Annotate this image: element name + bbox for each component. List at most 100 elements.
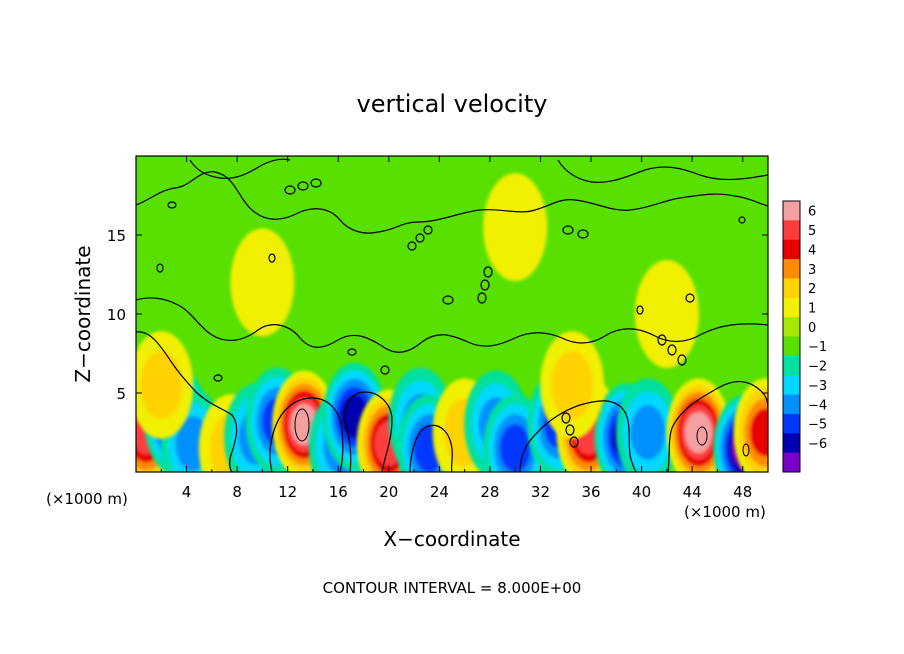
x-axis-label: X−coordinate: [383, 527, 520, 551]
x-unit-right: (×1000 m): [684, 503, 766, 521]
colorbar-swatch: [783, 413, 800, 434]
colorbar-swatch: [783, 239, 800, 260]
colorbar-frame: [782, 200, 801, 473]
colorbar-swatch: [783, 201, 800, 221]
y-axis: 5 10 15: [107, 227, 768, 403]
contour-line: [284, 185, 296, 195]
heatmap-cell: [615, 378, 680, 472]
contour-line: [667, 381, 768, 472]
contour-line: [565, 424, 575, 436]
contour-line: [344, 391, 393, 472]
heatmap-cell: [733, 378, 768, 472]
colorbar-swatch: [783, 452, 800, 473]
colorbar: 6 5 4 3 2 1 0 −1 −2 −3 −4 −5 −6: [782, 200, 827, 473]
colorbar-swatch: [783, 433, 800, 454]
colorbar-label: 2: [808, 282, 816, 297]
colorbar-swatch: [783, 220, 800, 241]
colorbar-label: 0: [808, 321, 816, 336]
contour-line: [407, 241, 417, 251]
contour-line: [156, 263, 164, 273]
contour-line: [269, 397, 344, 472]
contour-line: [696, 426, 708, 446]
contour-line: [310, 178, 322, 188]
colorbar-label: 3: [808, 263, 816, 278]
x-tick-label: 40: [632, 483, 651, 501]
heatmap-cell: [666, 378, 731, 472]
x-unit-left: (×1000 m): [46, 490, 128, 508]
contour-line: [562, 225, 574, 235]
colorbar-swatch: [783, 259, 800, 279]
x-tick-label: 16: [329, 483, 348, 501]
x-tick-label: 28: [480, 483, 499, 501]
colorbar-label: 1: [808, 301, 816, 316]
x-tick-label: 20: [379, 483, 398, 501]
contour-line: [569, 436, 579, 448]
contour-line: [213, 374, 223, 382]
x-tick-label: 8: [232, 483, 242, 501]
colorbar-swatch: [783, 394, 800, 415]
x-tick-label: 12: [278, 483, 297, 501]
colorbar-label: 6: [808, 205, 816, 220]
heatmap-cell: [634, 260, 699, 368]
x-tick-label: 36: [581, 483, 600, 501]
contour-line: [442, 295, 454, 305]
contour-line: [415, 233, 425, 243]
colorbar-label: −6: [808, 437, 827, 452]
x-tick-label: 4: [182, 483, 192, 501]
heatmap-cells: [136, 173, 768, 472]
contour-line: [380, 365, 390, 375]
colorbar-swatch: [783, 336, 800, 357]
contour-lines: [136, 158, 768, 472]
contour-line: [136, 297, 768, 353]
y-tick-label: 5: [116, 385, 126, 403]
contour-line: [268, 253, 276, 263]
contour-line: [738, 216, 746, 224]
contour-line: [636, 305, 644, 315]
y-tick-label: 10: [107, 306, 126, 324]
colorbar-label: −4: [808, 398, 827, 413]
contour-line: [519, 400, 637, 472]
contour-interval-footer: CONTOUR INTERVAL = 8.000E+00: [323, 579, 582, 597]
contour-line: [409, 424, 453, 472]
x-tick-label: 32: [531, 483, 550, 501]
x-tick-label: 44: [683, 483, 702, 501]
y-tick-label: 15: [107, 227, 126, 245]
contour-line: [561, 412, 571, 424]
x-tick-label: 48: [733, 483, 752, 501]
contour-line: [347, 348, 357, 356]
heatmap-cell: [540, 331, 605, 440]
colorbar-label: 4: [808, 243, 816, 258]
x-axis: 4 8 12 16 20 24 28 32 36 40 44 48: [160, 156, 752, 501]
colorbar-label: −2: [808, 360, 827, 375]
colorbar-swatch: [783, 355, 800, 376]
contour-line: [657, 334, 667, 346]
contour-line: [685, 293, 695, 303]
y-axis-label: Z−coordinate: [71, 245, 95, 382]
heatmap-cell: [483, 173, 548, 282]
colorbar-label: −3: [808, 379, 827, 394]
contour-line: [167, 201, 177, 209]
chart-title: vertical velocity: [357, 90, 548, 118]
colorbar-label: 5: [808, 224, 816, 239]
colorbar-label: −1: [808, 340, 827, 355]
heatmap-cell: [230, 228, 295, 337]
contour-line: [136, 171, 768, 234]
contour-line: [577, 229, 589, 239]
contour-line: [136, 331, 238, 472]
contour-line: [483, 266, 493, 278]
colorbar-swatch: [783, 375, 800, 396]
contour-line: [677, 354, 687, 366]
colorbar-swatch: [783, 297, 800, 318]
contour-line: [667, 344, 677, 356]
contour-line: [480, 279, 490, 291]
colorbar-label: −5: [808, 418, 827, 433]
contour-line: [423, 225, 433, 235]
contour-line: [189, 158, 291, 179]
contour-line: [477, 292, 487, 304]
contour-line: [557, 159, 768, 183]
colorbar-swatch: [783, 317, 800, 337]
x-tick-label: 24: [430, 483, 449, 501]
contour-line: [297, 181, 309, 191]
colorbar-swatch: [783, 278, 800, 299]
